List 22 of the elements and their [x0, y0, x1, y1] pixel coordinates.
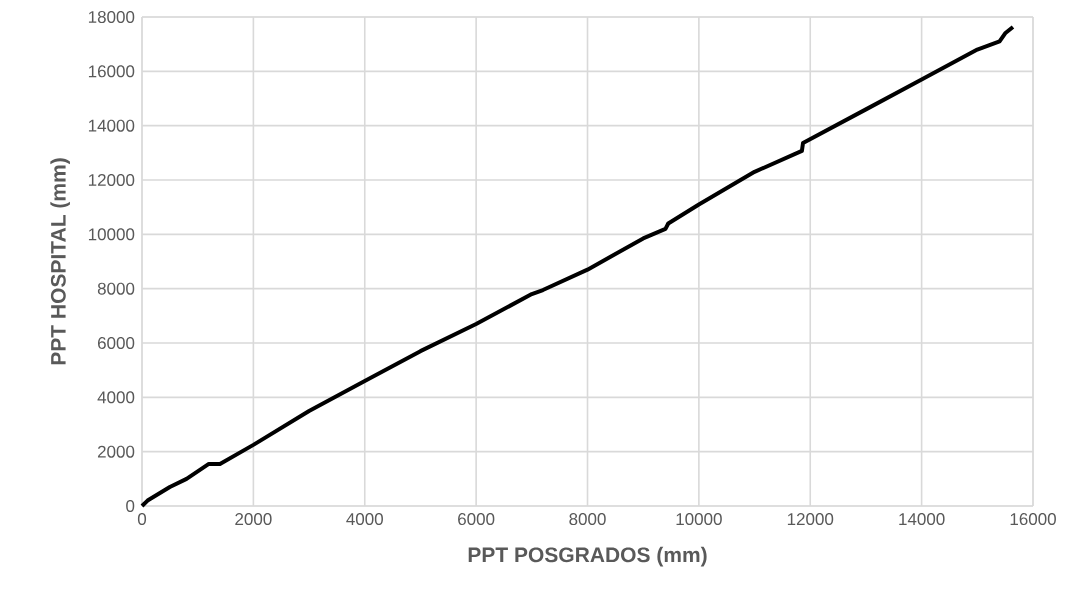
x-tick-label: 8000 [569, 513, 606, 526]
y-tick-label: 0 [126, 500, 135, 513]
x-tick-label: 14000 [899, 513, 945, 526]
y-axis-title: PPT HOSPITAL (mm) [50, 158, 70, 365]
y-tick-label: 12000 [88, 174, 135, 187]
x-tick-label: 16000 [1010, 513, 1056, 526]
y-tick-label: 8000 [97, 282, 135, 295]
x-tick-label: 12000 [787, 513, 834, 526]
y-tick-label: 10000 [88, 228, 135, 241]
y-tick-label: 4000 [97, 391, 135, 404]
x-tick-label: 4000 [346, 513, 383, 526]
y-tick-label: 6000 [98, 337, 135, 350]
x-axis-title: PPT POSGRADOS (mm) [468, 546, 707, 567]
x-tick-label: 10000 [676, 513, 722, 526]
y-tick-label: 2000 [97, 445, 135, 458]
x-tick-label: 0 [137, 513, 147, 526]
line-series [140, 25, 1015, 508]
y-tick-label: 16000 [88, 65, 135, 78]
x-tick-label: 2000 [235, 513, 272, 526]
y-tick-label: 14000 [88, 119, 135, 132]
y-tick-label: 18000 [88, 11, 135, 24]
x-tick-label: 6000 [458, 513, 495, 526]
